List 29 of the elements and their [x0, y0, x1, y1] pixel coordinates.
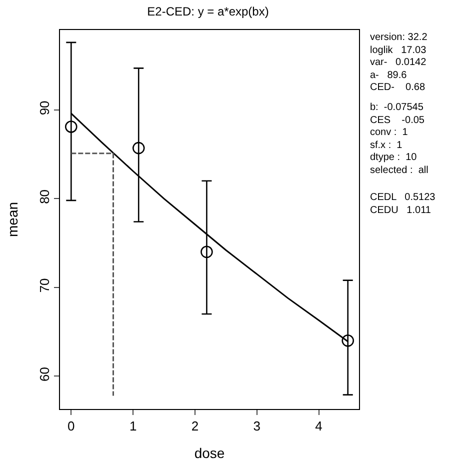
- y-tick-label: 70: [36, 278, 52, 293]
- x-tick-label: 0: [68, 418, 75, 434]
- text: CEDL 0.5123: [370, 192, 436, 203]
- point: [132, 142, 145, 154]
- text: a- 89.6: [370, 70, 408, 81]
- text: CED- 0.68: [370, 82, 426, 93]
- text: conv : 1: [370, 127, 408, 138]
- point: [200, 246, 213, 258]
- y-tick-label: 80: [36, 189, 52, 204]
- text: selected : all: [370, 165, 428, 176]
- point: [64, 120, 78, 133]
- text: var- 0.0142: [370, 57, 427, 68]
- text: b: -0.07545: [370, 102, 424, 113]
- text: sf.x : 1: [370, 140, 403, 151]
- text: dtype : 10: [370, 152, 418, 163]
- x-tick-label: 1: [129, 418, 137, 434]
- text: version: 32.2: [370, 32, 428, 43]
- chart-title: E2-CED: y = a*exp(bx): [147, 4, 269, 18]
- point: [342, 334, 354, 347]
- y-tick-label: 90: [36, 100, 52, 116]
- text: CES -0.05: [370, 115, 425, 126]
- x-axis-title: dose: [194, 444, 225, 461]
- y-tick-label: 60: [36, 366, 52, 382]
- x-tick-label: 2: [191, 418, 199, 434]
- y-axis-title: mean: [4, 202, 20, 238]
- x-tick-label: 4: [315, 418, 322, 434]
- x-tick-label: 3: [253, 418, 260, 434]
- text: CEDU 1.011: [370, 205, 432, 216]
- text: loglik 17.03: [370, 45, 427, 56]
